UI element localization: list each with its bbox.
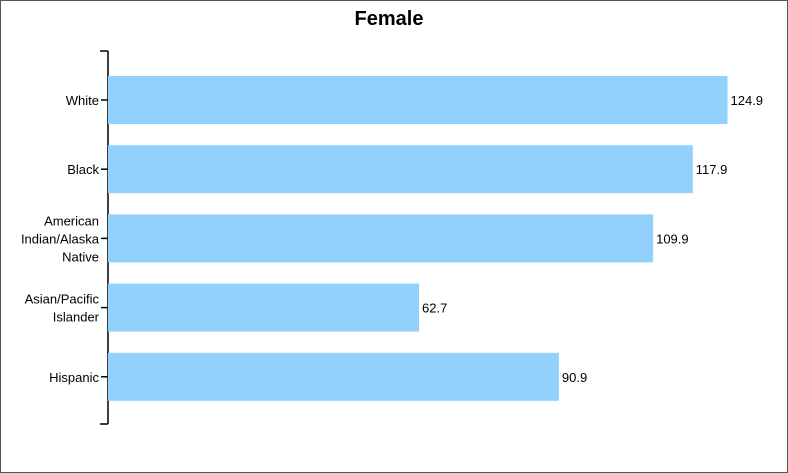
category-label-0: White [66,93,99,108]
category-label-4: Hispanic [49,370,99,385]
y-axis [100,50,109,425]
bar-0 [108,76,728,124]
bar-2 [108,214,654,263]
value-label-0: 124.9 [731,93,764,108]
category-label-3: Asian/Pacific Islander [25,292,100,325]
value-label-3: 62.7 [422,301,447,316]
chart-title: Female [355,8,424,30]
bar-3 [108,283,419,332]
bar-4 [108,352,559,401]
value-label-2: 109.9 [656,231,689,246]
bars [108,76,728,401]
category-label-2: American Indian/Alaska Native [21,213,100,264]
bar-1 [108,145,693,194]
value-label-1: 117.9 [696,162,728,177]
value-label-4: 90.9 [562,370,587,385]
category-label-1: Black [67,162,99,177]
labels: 124.9 117.9 109.9 62.7 90.9 White Black America… [21,93,763,385]
